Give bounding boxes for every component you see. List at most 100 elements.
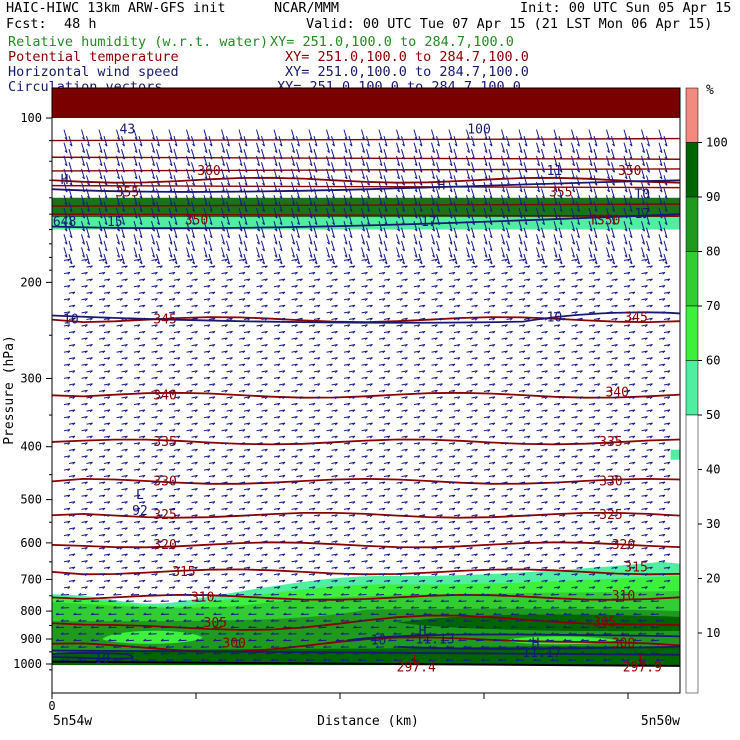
circulation-vector-head <box>189 311 193 314</box>
circulation-vector-head <box>157 222 160 226</box>
circulation-vector-head <box>539 350 543 354</box>
circulation-vector-head <box>122 182 125 186</box>
circulation-vector-head <box>422 475 426 478</box>
circulation-vector-head <box>592 573 596 576</box>
circulation-vector-head <box>519 137 523 140</box>
circulation-vector-head <box>189 494 193 498</box>
circulation-vector-head <box>212 422 216 426</box>
circulation-vector-head <box>489 143 493 147</box>
circulation-vector-head <box>387 488 391 491</box>
circulation-vector <box>588 194 593 206</box>
circulation-vector <box>418 435 426 438</box>
circulation-vector-head <box>172 337 176 341</box>
circulation-vector-head <box>562 278 566 282</box>
circulation-vector-head <box>404 317 408 321</box>
circulation-vector <box>133 181 138 193</box>
circulation-vector <box>86 135 90 147</box>
circulation-vector <box>308 573 316 576</box>
circulation-vector <box>646 409 653 412</box>
circulation-vector <box>273 129 278 140</box>
circulation-vector-head <box>309 215 313 219</box>
circulation-vector-head <box>469 376 473 380</box>
circulation-vector-head <box>504 376 508 380</box>
circulation-vector <box>361 573 368 576</box>
circulation-vector-head <box>417 258 421 262</box>
circulation-vector-head <box>492 383 496 387</box>
circulation-vector <box>453 240 458 252</box>
circulation-vector-head <box>504 285 508 288</box>
circulation-vector-head <box>227 222 230 226</box>
circulation-vector <box>553 142 558 153</box>
circulation-vector <box>663 422 671 425</box>
circulation-vector <box>576 396 583 399</box>
circulation-vector <box>208 149 213 160</box>
circulation-vector <box>331 253 335 265</box>
circulation-vector-head <box>414 228 418 232</box>
circulation-vector-head <box>177 331 181 334</box>
circulation-vector <box>536 129 540 140</box>
circulation-vector-head <box>344 137 348 140</box>
circulation-vector-head <box>627 311 631 314</box>
circulation-vector-head <box>509 317 513 321</box>
circulation-vector-head <box>647 156 650 160</box>
circulation-vector-head <box>557 324 561 328</box>
circulation-vector <box>203 168 208 180</box>
circulation-vector <box>593 162 598 173</box>
circulation-vector <box>98 258 106 261</box>
circulation-vector <box>471 435 478 438</box>
circulation-vector-head <box>417 350 421 354</box>
circulation-vector <box>413 207 418 219</box>
circulation-vector-head <box>449 254 453 258</box>
circulation-vector-head <box>579 265 583 269</box>
circulation-vector-head <box>294 573 298 576</box>
circulation-vector <box>173 422 181 425</box>
circulation-vector-head <box>194 357 198 360</box>
circulation-vector <box>541 135 545 147</box>
circulation-vector-head <box>667 357 671 360</box>
circulation-vector-head <box>89 383 93 387</box>
circulation-vector <box>261 175 265 186</box>
circulation-vector <box>383 396 391 399</box>
circulation-vector-head <box>189 547 193 550</box>
circulation-vector <box>256 247 260 258</box>
circulation-vector-head <box>189 507 193 511</box>
circulation-vector-head <box>562 422 566 426</box>
circulation-vector <box>483 234 488 245</box>
circulation-vector <box>576 201 580 212</box>
circulation-vector-head <box>589 137 593 140</box>
circulation-vector <box>168 155 173 166</box>
circulation-vector-head <box>282 579 286 583</box>
circulation-vector <box>413 194 418 206</box>
circulation-vector-head <box>382 494 386 498</box>
circulation-vector <box>431 247 435 258</box>
circulation-vector <box>151 129 155 140</box>
circulation-vector-head <box>527 566 531 570</box>
circulation-vector <box>273 194 278 206</box>
circulation-vector-head <box>417 455 421 459</box>
circulation-vector-head <box>102 494 106 498</box>
circulation-vector <box>488 435 496 438</box>
circulation-vector-head <box>194 461 198 465</box>
circulation-vector-head <box>574 534 578 537</box>
circulation-vector <box>191 435 198 438</box>
circulation-vector-head <box>492 514 496 517</box>
circulation-vector <box>366 149 370 160</box>
circulation-vector <box>641 247 645 258</box>
circulation-vector-head <box>439 304 443 308</box>
circulation-vector-head <box>212 448 216 452</box>
circulation-vector-head <box>364 298 368 301</box>
circulation-vector-head <box>417 468 421 472</box>
circulation-vector-head <box>72 540 76 544</box>
circulation-vector-head <box>472 261 475 265</box>
circulation-vector-head <box>192 235 195 239</box>
circulation-vector-head <box>439 553 443 557</box>
circulation-vector <box>326 285 333 288</box>
circulation-vector <box>588 258 596 261</box>
circulation-vector <box>413 142 418 153</box>
circulation-vector-head <box>264 448 268 452</box>
circulation-vector <box>418 422 426 425</box>
circulation-vector <box>331 175 335 186</box>
circulation-vector-head <box>434 442 438 445</box>
circulation-vector-head <box>157 169 160 173</box>
circulation-vector-head <box>417 534 421 537</box>
